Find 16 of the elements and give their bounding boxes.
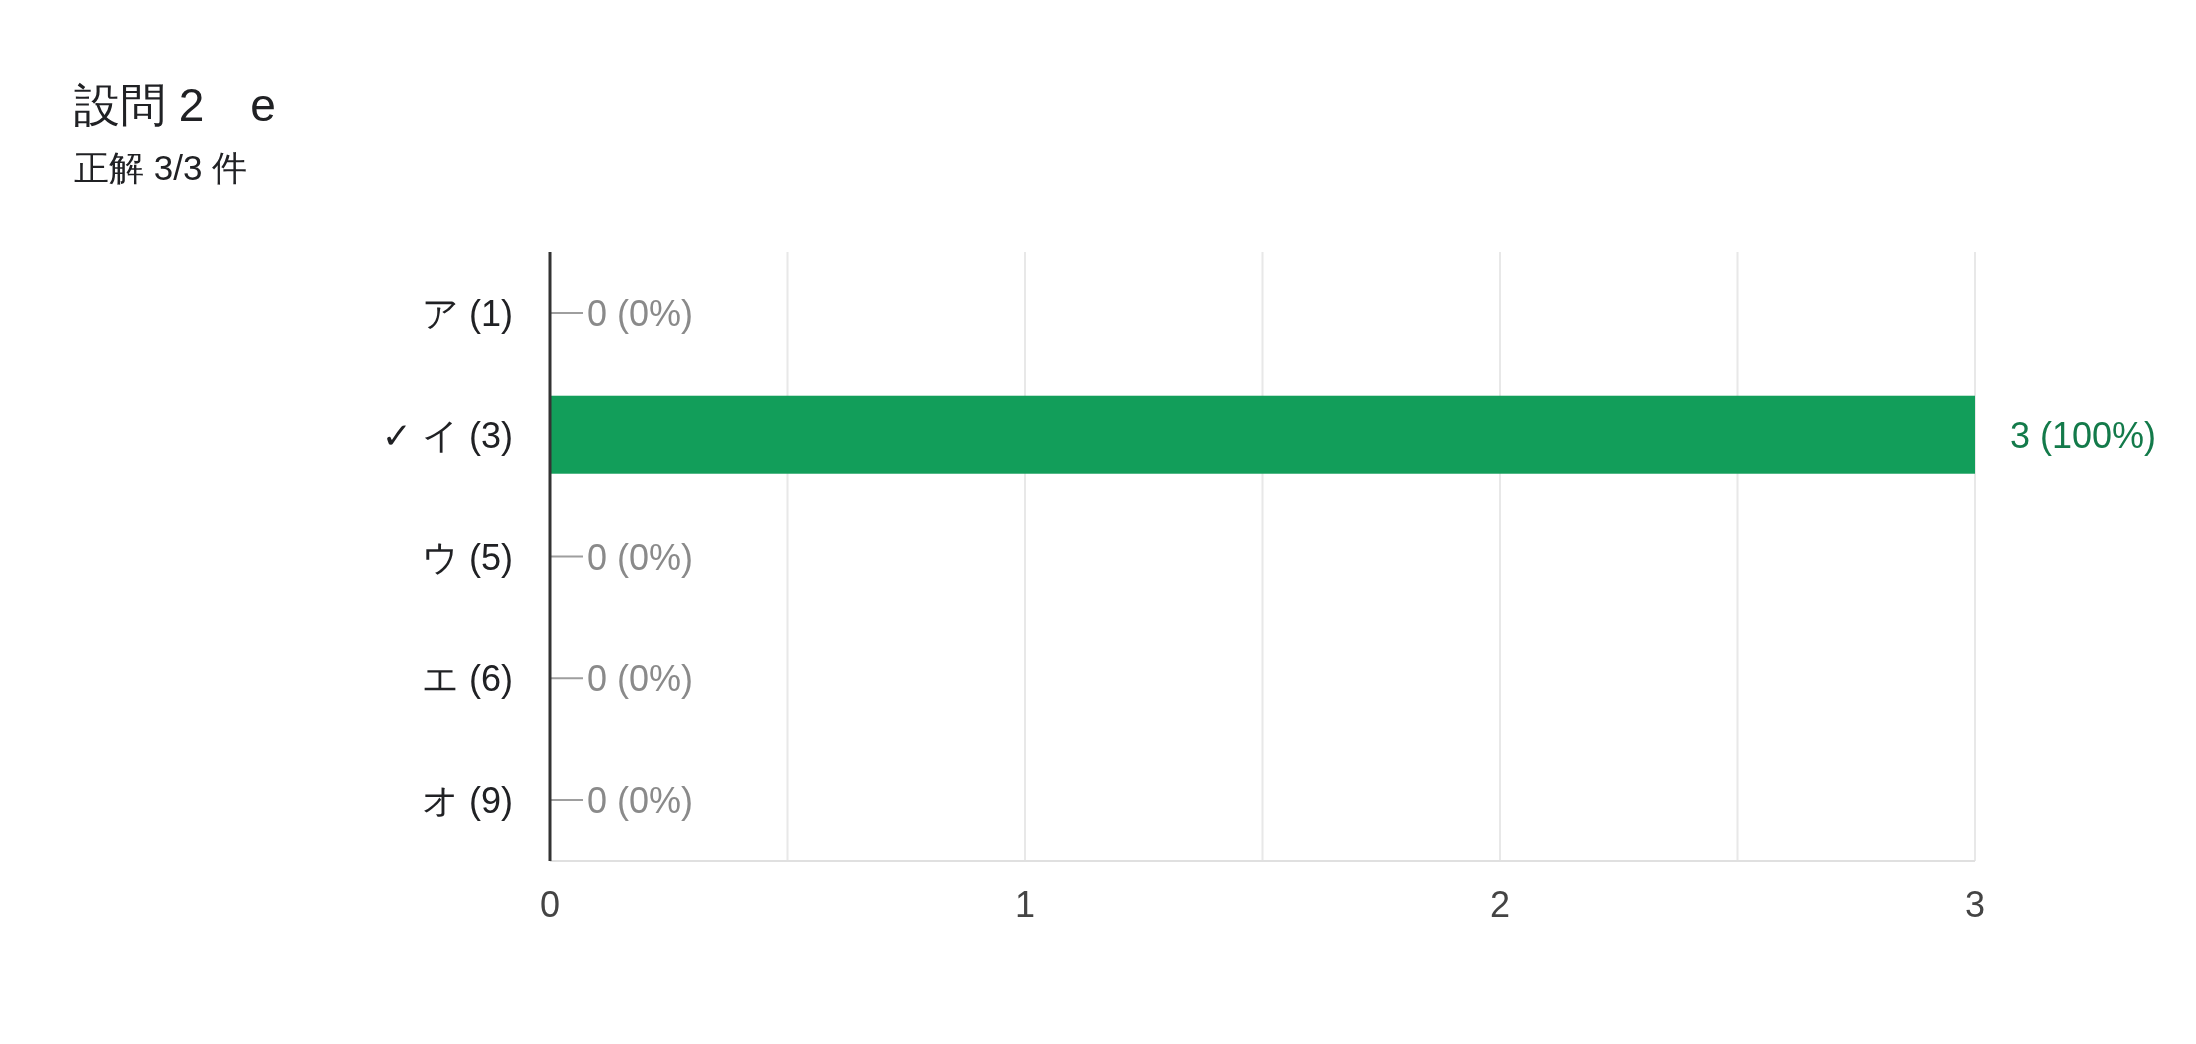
data-label: 3 (100%): [2010, 414, 2157, 456]
text: 正解 3/3 件: [74, 148, 248, 188]
data-label: 0 (0%): [587, 292, 694, 334]
text: 設問 2 e: [74, 79, 276, 131]
y-tick-label: エ (6): [422, 658, 513, 700]
y-tick-label: ア (1): [422, 292, 513, 334]
y-tick-label: ウ (5): [422, 536, 513, 578]
data-label: 0 (0%): [587, 780, 694, 822]
x-tick-label: 1: [1014, 884, 1036, 925]
x-tick-label: 0: [539, 884, 561, 925]
y-tick-label: オ (9): [422, 780, 513, 822]
data-label: 0 (0%): [587, 536, 694, 578]
y-tick-label: ✓ イ (3): [381, 414, 513, 456]
x-tick-label: 2: [1489, 884, 1511, 925]
x-tick-label: 3: [1964, 884, 1986, 925]
data-label: 0 (0%): [587, 658, 694, 700]
